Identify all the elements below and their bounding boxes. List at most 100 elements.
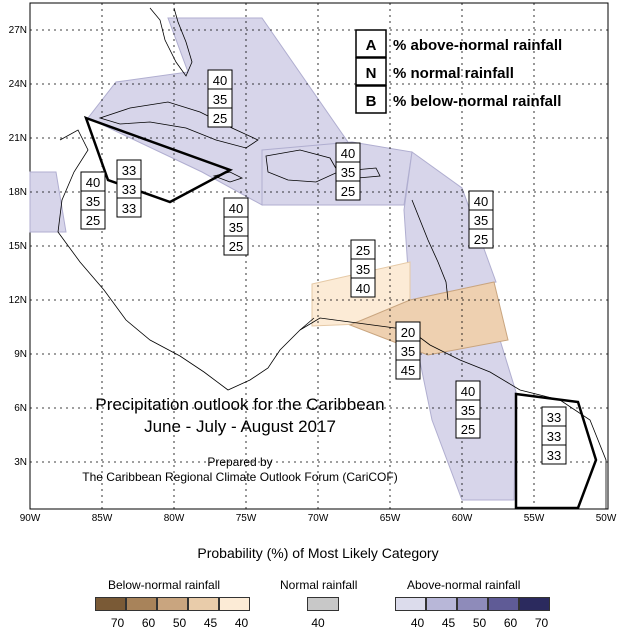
lon-label: 80W [164,513,185,524]
probability-value: 25 [213,111,227,126]
probability-cell-box [80,209,106,230]
key-letter-n: N [366,65,377,82]
probability-value: 35 [356,262,370,277]
probability-value: 20 [401,325,415,340]
legend-swatch-below [219,597,250,611]
map-panel: 27N 24N 21N 18N 15N 12N 9N 6N 3N 90W 85W… [9,2,617,524]
lon-label: 70W [308,513,329,524]
probability-value: 35 [86,194,100,209]
key-box-a [355,29,387,58]
probability-value: 25 [474,232,488,247]
lesser-antilles [411,199,449,301]
legend-swatch-normal [307,597,339,611]
probability-cell-box [468,228,494,249]
legend-title: Probability (%) of Most Likely Category [197,545,439,561]
probability-value: 40 [86,175,100,190]
legend-tick-above: 45 [441,616,456,630]
legend-tick-below: 70 [110,616,125,630]
key-box-n [355,57,387,86]
lat-label: 3N [14,457,27,468]
key-box-b [355,85,387,114]
probability-value: 33 [122,182,136,197]
probability-value: 33 [547,429,561,444]
probability-boxes: 40 35 25 40 35 25 40 35 25 33 33 33 40 35 25 40 35 25 25 35… [80,69,567,465]
lat-label: 27N [9,25,27,36]
probability-value: 40 [474,194,488,209]
lon-label: 60W [452,513,473,524]
lon-label: 85W [92,513,113,524]
cuba-coast [98,101,259,149]
legend-above-label: Above-normal rainfall [407,578,521,592]
legend-swatch-below [188,597,219,611]
legend-swatch-below [126,597,157,611]
probability-value: 40 [356,281,370,296]
jamaica-coast [212,171,244,183]
lon-label: 50W [596,513,617,524]
lat-label: 9N [14,349,27,360]
probability-value: 35 [474,213,488,228]
legend-tick-below: 40 [234,616,249,630]
probability-value: 25 [461,422,475,437]
probability-legend: Probability (%) of Most Likely Category … [0,540,636,630]
key-text-a: % above-normal rainfall [393,37,562,54]
probability-value: 35 [461,403,475,418]
probability-cell-box [223,235,249,256]
probability-value: 40 [341,146,355,161]
probability-value: 25 [341,184,355,199]
lat-label: 21N [9,133,27,144]
zone-central-america-east [29,171,67,233]
legend-normal-label: Normal rainfall [280,578,358,592]
probability-value: 25 [229,239,243,254]
probability-cell-box [395,359,421,380]
legend-swatch-above [395,597,426,611]
probability-cell-box [207,107,233,128]
prepared-by: Prepared by [207,455,272,469]
lat-labels: 27N 24N 21N 18N 15N 12N 9N 6N 3N [9,25,27,468]
key-text-n: % normal rainfall [393,65,514,82]
legend-swatch-above [426,597,457,611]
probability-cell-box [455,418,481,439]
probability-value: 33 [547,410,561,425]
legend-tick-below: 50 [172,616,187,630]
probability-value: 33 [547,448,561,463]
category-key: A % above-normal rainfall N % normal rai… [355,29,562,114]
legend-swatch-below [95,597,126,611]
florida-coast [149,7,193,77]
probability-cell-box [350,277,376,298]
legend-swatch-below [157,597,188,611]
key-text-b: % below-normal rainfall [393,93,561,110]
probability-cell-box [541,444,567,465]
hispaniola-coast [265,149,339,183]
probability-value: 25 [86,213,100,228]
probability-value: 33 [122,163,136,178]
key-letter-a: A [366,37,377,54]
lon-labels: 90W 85W 80W 75W 70W 65W 60W 55W 50W [20,513,617,524]
south-america-coast [299,317,607,509]
key-letter-b: B [366,93,377,110]
probability-value: 33 [122,201,136,216]
probability-value: 35 [341,165,355,180]
legend-tick-above: 50 [472,616,487,630]
legend-swatch-above [488,597,519,611]
probability-value: 35 [213,92,227,107]
legend-below-label: Below-normal rainfall [108,578,221,592]
zone-yucatan-outline [83,115,234,204]
legend-tick-above: 40 [410,616,425,630]
legend-tick-below: 60 [141,616,156,630]
probability-value: 45 [401,363,415,378]
graticule [30,3,608,509]
outlook-period: June - July - August 2017 [144,417,336,436]
lon-label: 90W [20,513,41,524]
probability-value: 40 [461,384,475,399]
lat-label: 15N [9,241,27,252]
lat-label: 24N [9,79,27,90]
zone-suriname-outline [514,392,598,510]
legend-tick-below: 45 [203,616,218,630]
legend-tick-normal: 40 [311,616,325,630]
lon-label: 65W [380,513,401,524]
prepared-org: The Caribbean Regional Climate Outlook F… [82,470,397,484]
lon-label: 55W [524,513,545,524]
probability-cell-box [335,180,361,201]
probability-value: 35 [401,344,415,359]
lat-label: 6N [14,403,27,414]
